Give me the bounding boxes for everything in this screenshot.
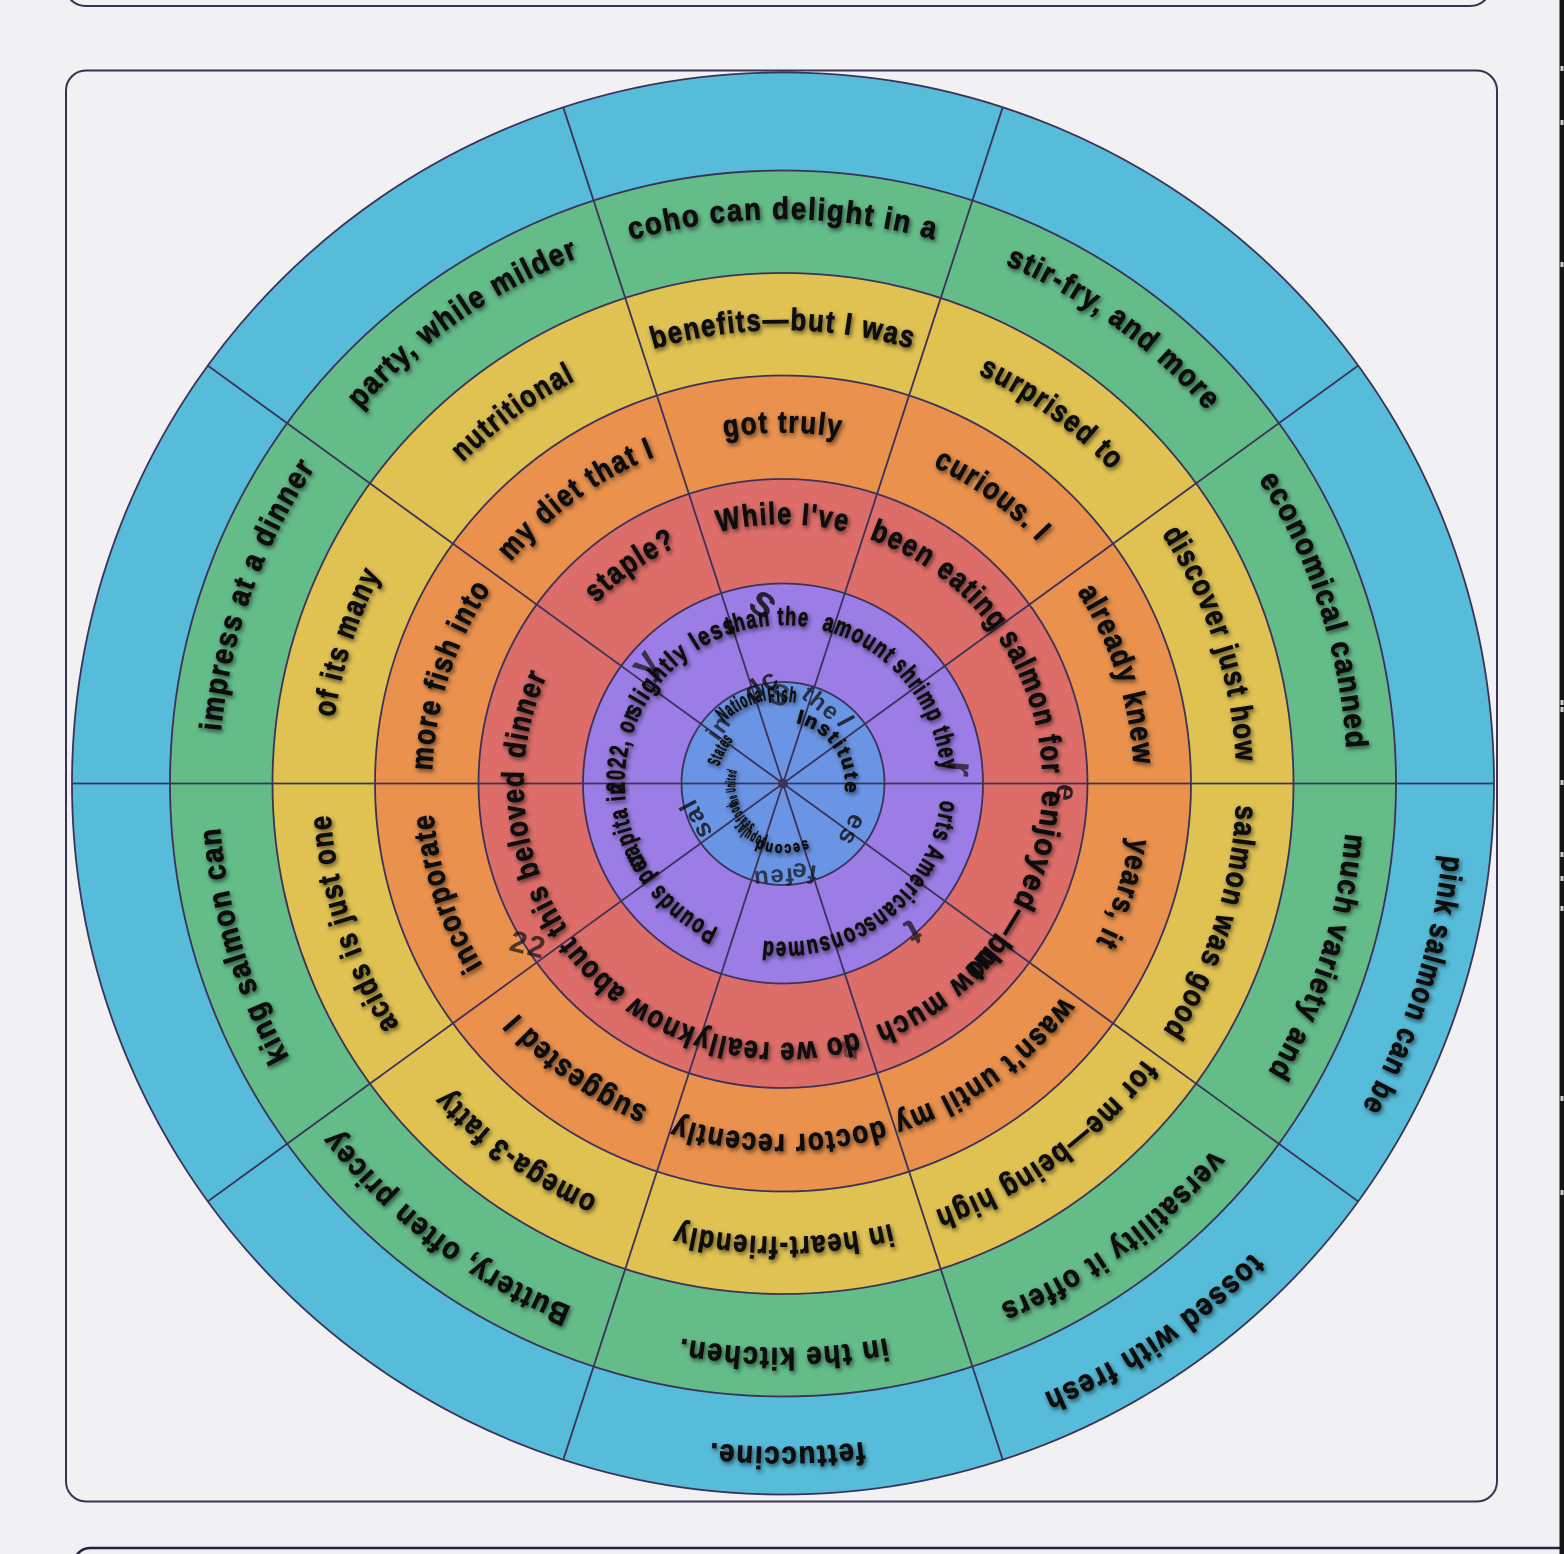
svg-text:e: e [1048,782,1083,805]
svg-text:fettuccine.: fettuccine. [706,1435,867,1475]
svg-text:got truly: got truly [720,405,845,445]
svg-text:feu: feu [751,862,795,893]
svg-text:r: r [938,759,983,780]
svg-text:fe: fe [788,856,819,889]
svg-text:in the kitchen.: in the kitchen. [674,1332,891,1377]
svg-text:Fish: Fish [766,683,798,707]
svg-text:second: second [752,835,811,858]
svg-text:the United: the United [723,767,742,808]
